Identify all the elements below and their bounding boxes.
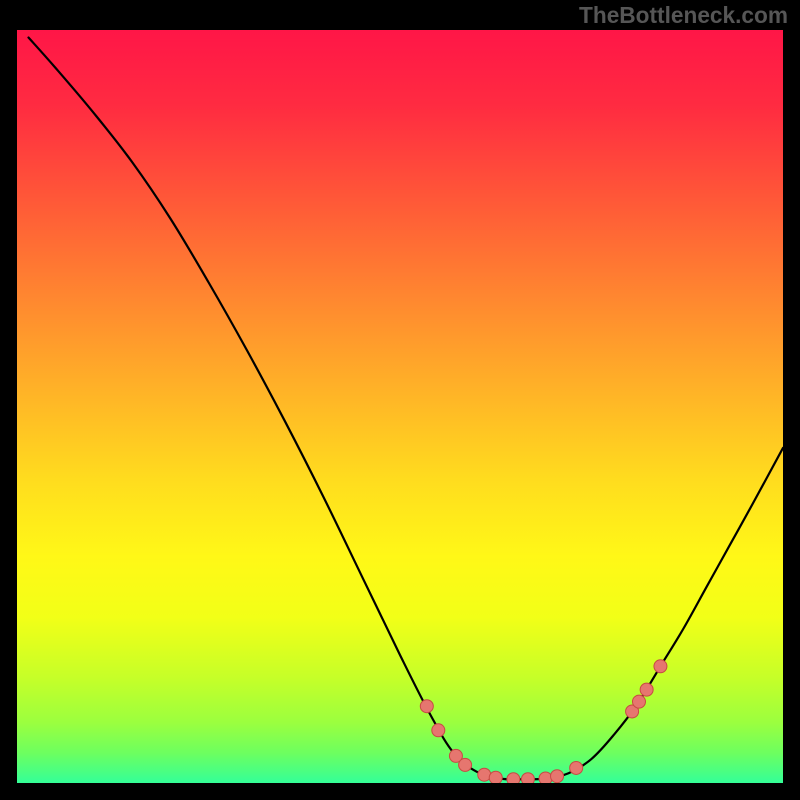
marker-point	[654, 660, 667, 673]
marker-point	[551, 770, 564, 783]
marker-point	[420, 700, 433, 713]
marker-point	[521, 773, 534, 783]
marker-point	[432, 724, 445, 737]
marker-point	[640, 683, 653, 696]
attribution-text: TheBottleneck.com	[579, 2, 788, 29]
marker-point	[632, 695, 645, 708]
marker-point	[570, 761, 583, 774]
marker-point	[489, 771, 502, 783]
marker-point	[539, 772, 552, 783]
marker-point	[478, 768, 491, 781]
chart-frame: TheBottleneck.com	[0, 0, 800, 800]
plot-area	[17, 30, 783, 783]
main-curve	[28, 38, 783, 780]
chart-svg	[17, 30, 783, 783]
marker-point	[507, 773, 520, 783]
markers-group	[420, 660, 667, 783]
marker-point	[459, 758, 472, 771]
